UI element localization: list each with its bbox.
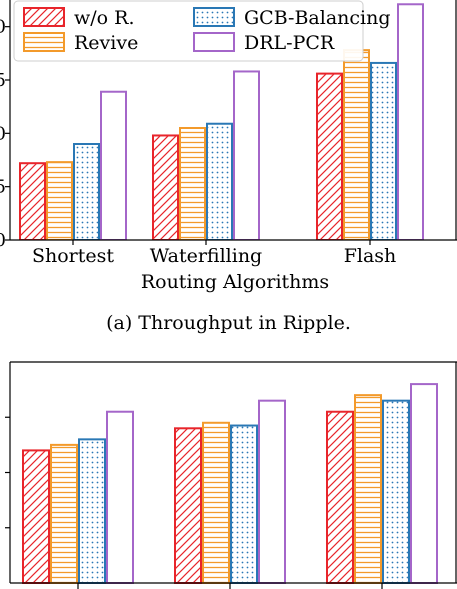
bar-w-o-r-waterfilling xyxy=(174,427,202,584)
chart-bottom xyxy=(22,383,438,584)
x-tick-label-waterfilling: Waterfilling xyxy=(150,245,262,267)
bar-gcb-balancing-flash xyxy=(370,61,397,240)
y-tick-label: 5 xyxy=(0,70,6,91)
y-tick-label: 0 xyxy=(0,17,6,38)
bar-drl-pcr-shortest xyxy=(100,90,127,240)
legend-box xyxy=(13,0,364,62)
bar-revive-waterfilling xyxy=(202,421,230,584)
legend-label-w-o-r: w/o R. xyxy=(74,7,135,29)
bar-w-o-r-flash xyxy=(326,410,354,584)
chart-throughput-ripple xyxy=(19,3,424,240)
legend-label-gcb-balancing: GCB-Balancing xyxy=(244,7,391,29)
legend-swatch-drl-pcr xyxy=(193,32,235,52)
y-tick-label: 5 xyxy=(0,177,6,198)
bar-revive-shortest xyxy=(46,161,73,240)
bar-drl-pcr-waterfilling xyxy=(233,70,260,240)
bar-drl-pcr-waterfilling xyxy=(258,399,286,584)
bar-gcb-balancing-waterfilling xyxy=(206,122,233,240)
axes-top: 0 5 0 5 0 Shortest Waterfilling Flash xyxy=(0,0,457,267)
axes-bottom xyxy=(5,361,457,589)
bar-w-o-r-shortest xyxy=(19,162,46,240)
bar-w-o-r-flash xyxy=(316,72,343,240)
y-tick-label: 0 xyxy=(0,230,6,251)
legend-swatch-revive xyxy=(23,32,65,52)
x-tick-label-shortest: Shortest xyxy=(32,245,114,267)
legend-swatch-gcb-balancing xyxy=(193,7,235,27)
bar-drl-pcr-flash xyxy=(410,383,438,584)
y-tick-label: 0 xyxy=(0,123,6,144)
bar-drl-pcr-flash xyxy=(397,3,424,240)
legend-label-revive: Revive xyxy=(74,32,138,54)
x-axis-label: Routing Algorithms xyxy=(141,271,329,293)
bar-gcb-balancing-waterfilling xyxy=(230,424,258,584)
figure-caption: (a) Throughput in Ripple. xyxy=(106,312,351,334)
legend: w/o R. GCB-Balancing Revive DRL-PCR xyxy=(13,0,391,62)
bar-gcb-balancing-flash xyxy=(382,399,410,584)
bar-revive-waterfilling xyxy=(179,127,206,240)
bar-gcb-balancing-shortest xyxy=(73,143,100,240)
legend-label-drl-pcr: DRL-PCR xyxy=(244,32,335,54)
bar-drl-pcr-shortest xyxy=(106,410,134,584)
bar-revive-flash xyxy=(354,394,382,584)
bar-w-o-r-waterfilling xyxy=(152,134,179,240)
bar-w-o-r-shortest xyxy=(22,449,50,584)
legend-swatch-w-o-r xyxy=(23,7,65,27)
bar-revive-flash xyxy=(343,49,370,240)
bar-gcb-balancing-shortest xyxy=(78,438,106,584)
bar-revive-shortest xyxy=(50,443,78,584)
x-tick-label-flash: Flash xyxy=(344,245,397,267)
